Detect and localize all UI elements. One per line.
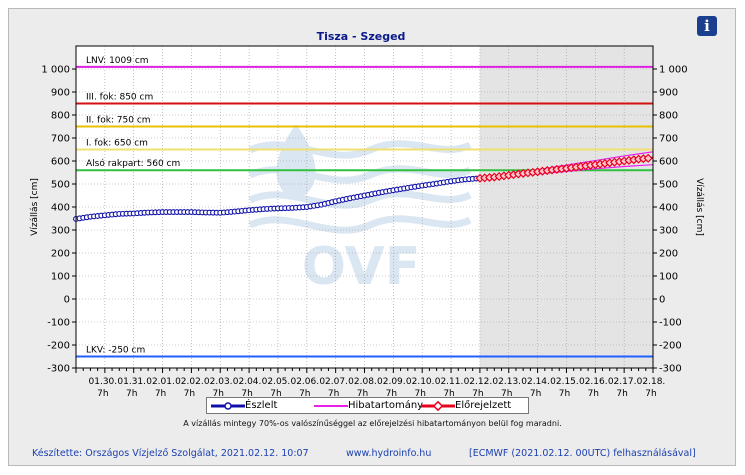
x-tick-sublabel: 7h: [299, 389, 310, 399]
x-tick-sublabel: 7h: [501, 389, 512, 399]
x-tick-label: 02.15.: [550, 377, 579, 387]
x-tick-sublabel: 7h: [270, 389, 281, 399]
y-tick-label-left: 600: [51, 157, 70, 168]
legend-label-error-band: Hibatartomány: [348, 400, 424, 411]
x-tick-label: 02.02.: [175, 377, 204, 387]
y-tick-label-right: 900: [659, 88, 678, 99]
y-axis-label-left: Vízállás [cm]: [30, 178, 40, 236]
y-tick-label-left: 900: [51, 88, 70, 99]
y-tick-label-left: 200: [51, 249, 70, 260]
legend-swatch-error-band: [314, 405, 348, 407]
x-tick-sublabel: 7h: [184, 389, 195, 399]
y-tick-label-left: 500: [51, 180, 70, 191]
y-tick-label-right: 800: [659, 111, 678, 122]
reference-line-label: LKV: -250 cm: [86, 346, 145, 356]
x-tick-label: 02.16.: [579, 377, 608, 387]
x-tick-label: 02.18.: [637, 377, 666, 387]
x-tick-sublabel: 7h: [645, 389, 656, 399]
x-tick-label: 02.10.: [406, 377, 435, 387]
x-tick-sublabel: 7h: [97, 389, 108, 399]
y-tick-label-right: -200: [659, 341, 682, 352]
x-tick-label: 02.09.: [377, 377, 406, 387]
y-tick-label-right: 500: [659, 180, 678, 191]
x-tick-sublabel: 7h: [386, 389, 397, 399]
watermark-text: OVF: [302, 237, 421, 297]
legend: Észlelt Hibatartomány Előrejelzett: [206, 397, 529, 414]
y-tick-label-right: 700: [659, 134, 678, 145]
y-tick-label-right: 600: [659, 157, 678, 168]
legend-label-forecast: Előrejelzett: [455, 400, 512, 411]
footer-credit: Készítette: Országos Vízjelző Szolgálat,…: [32, 448, 309, 459]
x-tick-label: 02.06.: [290, 377, 319, 387]
x-tick-sublabel: 7h: [472, 389, 483, 399]
y-axis-label-right: Vízállás [cm]: [694, 178, 704, 236]
y-tick-label-left: 400: [51, 203, 70, 214]
x-tick-label: 02.03.: [204, 377, 233, 387]
forecast-point: [643, 153, 653, 163]
footer-model: [ECMWF (2021.02.12. 00UTC) felhasználásá…: [469, 448, 696, 459]
x-tick-label: 02.11.: [435, 377, 464, 387]
x-tick-label: 02.04.: [233, 377, 262, 387]
x-tick-sublabel: 7h: [414, 389, 425, 399]
reference-line-label: LNV: 1009 cm: [86, 56, 149, 66]
legend-label-observed: Észlelt: [245, 400, 278, 411]
y-tick-label-left: -200: [47, 341, 70, 352]
y-tick-label-right: 200: [659, 249, 678, 260]
plot-border: [75, 45, 654, 369]
x-tick-label: 02.07.: [319, 377, 348, 387]
y-tick-label-left: 1 000: [41, 65, 70, 76]
footer-link[interactable]: www.hydroinfo.hu: [346, 448, 432, 459]
y-tick-label-right: 100: [659, 272, 678, 283]
y-tick-label-left: 0: [64, 295, 70, 306]
x-tick-sublabel: 7h: [155, 389, 166, 399]
y-tick-label-right: 300: [659, 226, 678, 237]
y-tick-label-right: 1 000: [659, 65, 688, 76]
y-tick-label-left: -300: [47, 364, 70, 375]
x-tick-label: 02.01.: [146, 377, 175, 387]
probability-note: A vízállás mintegy 70%-os valószínűségge…: [183, 419, 562, 428]
x-tick-sublabel: 7h: [241, 389, 252, 399]
legend-swatch-observed: [211, 402, 245, 410]
x-tick-label: 02.14.: [521, 377, 550, 387]
y-tick-label-right: 400: [659, 203, 678, 214]
y-tick-label-left: 700: [51, 134, 70, 145]
x-tick-sublabel: 7h: [213, 389, 224, 399]
y-tick-label-left: 100: [51, 272, 70, 283]
reference-line-label: III. fok: 850 cm: [86, 93, 153, 103]
x-tick-sublabel: 7h: [357, 389, 368, 399]
x-tick-label: 02.08.: [348, 377, 377, 387]
reference-line-label: Alsó rakpart: 560 cm: [86, 158, 180, 169]
x-tick-sublabel: 7h: [559, 389, 570, 399]
info-icon[interactable]: i: [697, 16, 717, 36]
x-tick-label: 02.05.: [262, 377, 291, 387]
legend-swatch-forecast: [421, 400, 455, 412]
y-tick-label-right: -300: [659, 364, 682, 375]
y-tick-label-left: -100: [47, 318, 70, 329]
y-tick-label-right: 0: [659, 295, 665, 306]
y-tick-label-left: 800: [51, 111, 70, 122]
x-tick-label: 02.17.: [608, 377, 637, 387]
chart-title: Tisza - Szeged: [317, 30, 406, 43]
x-tick-sublabel: 7h: [443, 389, 454, 399]
x-tick-sublabel: 7h: [588, 389, 599, 399]
x-tick-sublabel: 7h: [126, 389, 137, 399]
x-tick-sublabel: 7h: [328, 389, 339, 399]
x-tick-label: 01.30.: [89, 377, 118, 387]
y-tick-label-right: -100: [659, 318, 682, 329]
x-tick-label: 01.31.: [117, 377, 146, 387]
reference-line-label: II. fok: 750 cm: [86, 116, 151, 126]
x-tick-label: 02.13.: [492, 377, 521, 387]
reference-line-label: I. fok: 650 cm: [86, 139, 148, 149]
x-tick-label: 02.12.: [464, 377, 493, 387]
x-tick-sublabel: 7h: [616, 389, 627, 399]
y-tick-label-left: 300: [51, 226, 70, 237]
x-tick-sublabel: 7h: [530, 389, 541, 399]
